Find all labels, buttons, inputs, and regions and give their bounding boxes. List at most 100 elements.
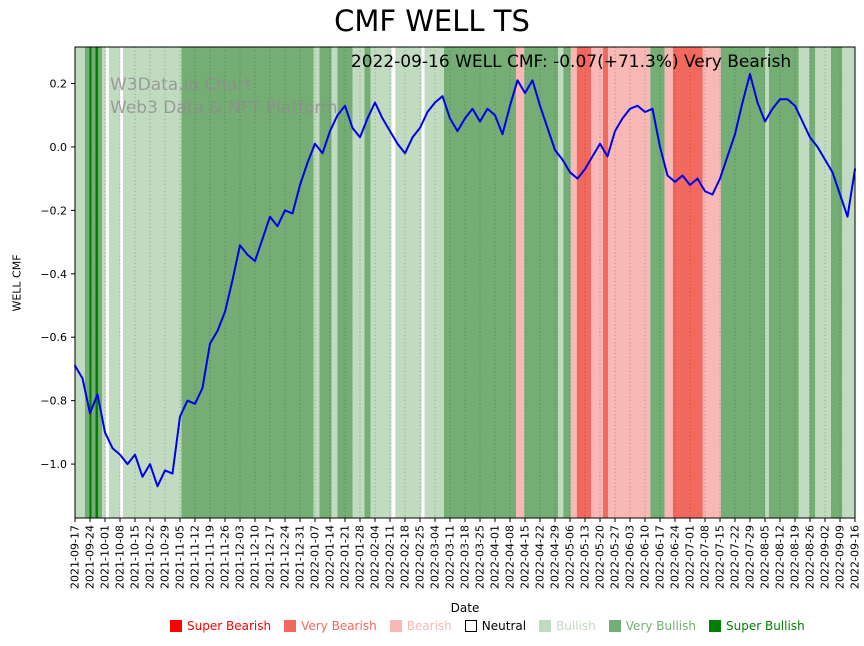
legend-item-super_bearish: Super Bearish	[170, 619, 271, 633]
x-tick-label: 2022-07-01	[684, 525, 697, 589]
x-tick-label: 2022-01-21	[339, 525, 352, 589]
legend-label: Bullish	[556, 619, 596, 633]
sentiment-band-super_bullish	[89, 47, 92, 518]
watermark-line2: Web3 Data & NFT Platform	[110, 98, 338, 118]
x-tick-label: 2022-06-10	[639, 525, 652, 589]
x-tick-label: 2022-09-02	[819, 525, 832, 589]
x-tick-label: 2022-06-24	[669, 525, 682, 589]
legend-swatch-bearish	[389, 620, 402, 632]
legend-label: Bearish	[406, 619, 452, 633]
legend-label: Neutral	[481, 619, 527, 633]
sentiment-band-bullish	[331, 47, 338, 518]
sentiment-band-bullish	[102, 47, 106, 518]
x-tick-label: 2021-11-19	[204, 525, 217, 589]
chart-title: CMF WELL TS	[334, 4, 530, 38]
x-tick-label: 2022-01-07	[309, 525, 322, 589]
x-tick-label: 2022-06-03	[624, 525, 637, 589]
x-tick-label: 2021-12-17	[264, 525, 277, 589]
x-tick-label: 2021-12-03	[234, 525, 247, 589]
legend-swatch-super_bullish	[709, 620, 721, 632]
sentiment-band-bullish	[842, 47, 856, 518]
sentiment-band-bearish	[516, 47, 525, 518]
x-tick-label: 2022-03-04	[429, 525, 442, 589]
legend-label: Very Bullish	[625, 619, 696, 633]
x-tick-label: 2022-05-20	[594, 525, 607, 589]
sentiment-band-bullish	[765, 47, 769, 518]
y-tick-label: −0.2	[40, 204, 67, 217]
sentiment-band-bearish	[664, 47, 673, 518]
x-tick-label: 2022-09-16	[849, 525, 862, 589]
legend-swatch-super_bearish	[170, 620, 182, 632]
x-tick-label: 2022-06-17	[654, 525, 667, 589]
sentiment-band-bearish	[591, 47, 603, 518]
x-tick-label: 2021-11-12	[189, 525, 202, 589]
x-tick-label: 2022-04-01	[489, 525, 502, 589]
legend-swatch-very_bullish	[608, 620, 621, 632]
x-tick-label: 2022-07-15	[714, 525, 727, 589]
legend-swatch-very_bearish	[284, 620, 297, 632]
y-tick-label: −0.8	[40, 395, 67, 408]
legend-item-super_bullish: Super Bullish	[709, 619, 805, 633]
cmf-line	[74, 73, 856, 488]
sentiment-band-neutral	[391, 47, 396, 518]
x-tick-label: 2022-05-13	[579, 525, 592, 589]
x-tick-label: 2022-02-04	[369, 525, 382, 589]
x-tick-label: 2022-07-29	[744, 525, 757, 589]
sentiment-band-very_bullish	[720, 47, 766, 518]
x-tick-label: 2022-03-11	[444, 525, 457, 589]
sentiment-band-bearish	[570, 47, 577, 518]
sentiment-band-super_bullish	[95, 47, 99, 518]
legend-item-bearish: Bearish	[389, 619, 452, 633]
legend-swatch-neutral	[464, 620, 477, 632]
legend: Super Bearish Very Bearish Bearish Neutral B…	[170, 619, 818, 633]
x-tick-label: 2022-04-15	[519, 525, 532, 589]
x-tick-label: 2022-04-08	[504, 525, 517, 589]
sentiment-band-very_bullish	[337, 47, 353, 518]
x-tick-label: 2022-08-19	[789, 525, 802, 589]
y-tick-label: −0.6	[40, 331, 67, 344]
sentiment-band-bullish	[395, 47, 422, 518]
x-tick-label: 2022-08-26	[804, 525, 817, 589]
plot-border	[74, 46, 856, 519]
x-tick-label: 2022-08-12	[774, 525, 787, 589]
x-tick-label: 2022-02-18	[399, 525, 412, 589]
sentiment-band-very_bullish	[524, 47, 559, 518]
sentiment-band-bearish	[702, 47, 721, 518]
x-tick-label: 2022-03-18	[459, 525, 472, 589]
x-tick-label: 2022-03-25	[474, 525, 487, 589]
sentiment-band-very_bullish	[364, 47, 371, 518]
sentiment-band-bullish	[75, 47, 85, 518]
sentiment-band-bullish	[352, 47, 365, 518]
watermark-line1: W3Data.io Chart	[110, 75, 251, 95]
legend-label: Super Bullish	[726, 619, 805, 633]
chart-annotation: 2022-09-16 WELL CMF: -0.07(+71.3%) Very …	[350, 52, 792, 72]
sentiment-band-neutral	[421, 47, 425, 518]
x-tick-label: 2022-05-27	[609, 525, 622, 589]
y-axis-label: WELL CMF	[10, 254, 24, 312]
legend-item-bullish: Bullish	[539, 619, 596, 633]
x-tick-label: 2022-07-22	[729, 525, 742, 589]
sentiment-band-very_bullish	[181, 47, 314, 518]
sentiment-band-bullish	[798, 47, 810, 518]
legend-swatch-bullish	[539, 620, 552, 632]
sentiment-band-very_bearish	[603, 47, 609, 518]
sentiment-band-very_bullish	[809, 47, 816, 518]
y-tick-label: −0.4	[40, 268, 67, 281]
legend-item-neutral: Neutral	[464, 619, 527, 633]
legend-label: Super Bearish	[187, 619, 272, 633]
y-tick-label: 0.2	[50, 77, 68, 90]
x-tick-label: 2022-01-28	[354, 525, 367, 589]
x-tick-label: 2022-04-29	[549, 525, 562, 589]
sentiment-band-bullish	[815, 47, 832, 518]
legend-item-very_bearish: Very Bearish	[284, 619, 377, 633]
x-tick-label: 2022-04-22	[534, 525, 547, 589]
x-tick-label: 2021-11-26	[219, 525, 232, 589]
x-tick-label: 2022-02-25	[414, 525, 427, 589]
sentiment-band-bullish	[123, 47, 182, 518]
sentiment-band-neutral	[105, 47, 109, 518]
sentiment-band-bullish	[313, 47, 320, 518]
sentiment-band-bullish	[558, 47, 564, 518]
x-tick-label: 2021-10-15	[129, 525, 142, 589]
sentiment-band-very_bullish	[98, 47, 103, 518]
sentiment-band-very_bullish	[768, 47, 799, 518]
